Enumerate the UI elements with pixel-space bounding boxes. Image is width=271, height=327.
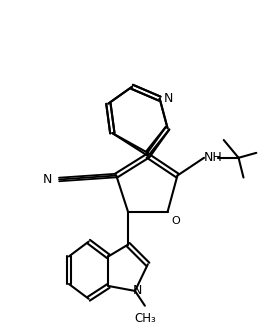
Text: N: N bbox=[43, 173, 52, 186]
Text: O: O bbox=[172, 216, 180, 226]
Text: N: N bbox=[164, 92, 173, 105]
Text: NH: NH bbox=[204, 151, 223, 164]
Text: N: N bbox=[132, 284, 142, 298]
Text: CH₃: CH₃ bbox=[134, 312, 156, 325]
